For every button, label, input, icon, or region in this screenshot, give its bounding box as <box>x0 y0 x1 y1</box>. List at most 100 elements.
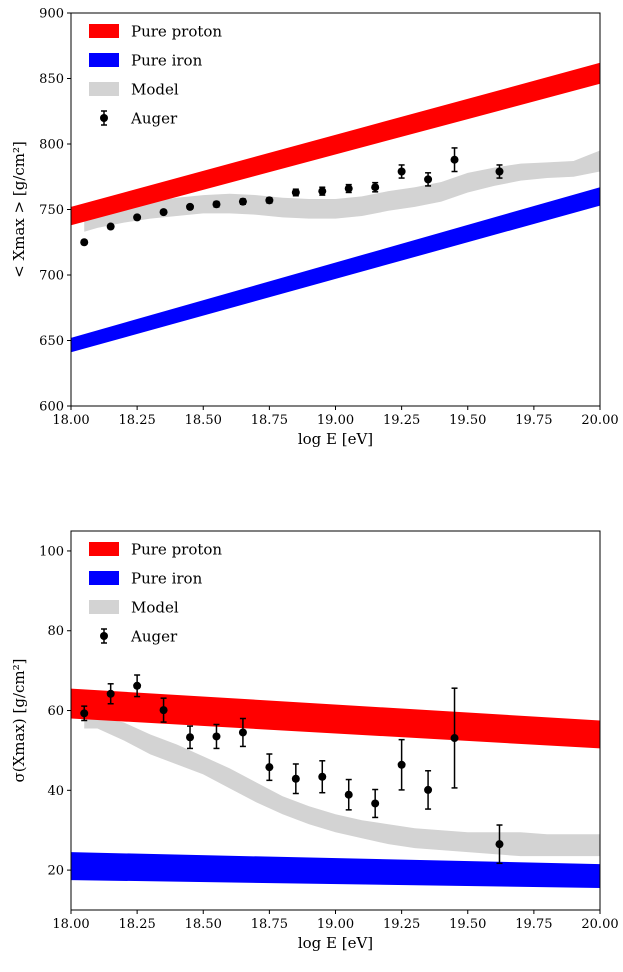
mean-xmax-auger-marker <box>344 184 353 193</box>
sigma-xmax-auger-marker <box>424 785 433 794</box>
mean-xmax-auger-point <box>265 196 274 205</box>
mean-xmax-y-tick-label: 800 <box>39 138 64 153</box>
sigma-xmax-legend-pure-proton-label: Pure proton <box>131 541 222 559</box>
sigma-xmax-model-band <box>84 714 600 857</box>
mean-xmax-plot-area <box>71 62 600 353</box>
sigma-xmax-auger-point <box>238 717 247 748</box>
mean-xmax-auger-point <box>424 172 433 187</box>
sigma-xmax-x-tick-label: 18.75 <box>251 917 288 932</box>
sigma-xmax-auger-point <box>186 725 195 750</box>
sigma-xmax-x-tick-label: 19.25 <box>383 917 420 932</box>
sigma-xmax-pure-iron-band <box>71 852 600 889</box>
sigma-xmax-x-tick-label: 19.75 <box>515 917 552 932</box>
sigma-xmax-auger-point <box>159 697 168 723</box>
mean-xmax-x-axis-label: log E [eV] <box>298 430 373 448</box>
mean-xmax-x-tick-label: 19.25 <box>383 413 420 428</box>
mean-xmax-x-tick-label: 18.00 <box>52 413 89 428</box>
mean-xmax-auger-point <box>212 200 221 209</box>
sigma-xmax-x-tick-label: 18.25 <box>119 917 156 932</box>
mean-xmax-auger-marker <box>397 167 406 176</box>
mean-xmax-legend-model-swatch <box>89 82 119 96</box>
mean-xmax-auger-point <box>159 208 168 217</box>
sigma-xmax-auger-marker <box>133 681 142 690</box>
sigma-xmax-legend-pure-iron-swatch <box>89 571 119 585</box>
sigma-xmax-auger-marker <box>186 733 195 742</box>
mean-xmax-x-tick-label: 18.50 <box>185 413 222 428</box>
sigma-xmax-x-tick-label: 20.00 <box>581 917 618 932</box>
mean-xmax-legend-model-label: Model <box>131 81 179 99</box>
mean-xmax-auger-point <box>450 147 459 173</box>
mean-xmax-y-ticks: 600 650 700 750 800 850 900 <box>39 7 71 415</box>
mean-xmax-x-tick-label: 20.00 <box>581 413 618 428</box>
sigma-xmax-auger-point <box>424 770 433 810</box>
sigma-xmax-auger-point <box>291 763 300 795</box>
mean-xmax-y-tick-label: 900 <box>39 7 64 22</box>
mean-xmax-auger-point <box>397 164 406 179</box>
sigma-xmax-legend-pure-proton-swatch <box>89 542 119 556</box>
sigma-xmax-y-tick-label: 80 <box>47 624 64 639</box>
mean-xmax-auger-point <box>371 181 380 193</box>
mean-xmax-legend: Pure proton Pure iron Model Auger <box>89 23 222 128</box>
mean-xmax-pure-iron-band <box>71 187 600 353</box>
mean-xmax-legend-pure-iron-swatch <box>89 53 119 67</box>
mean-xmax-legend-auger-label: Auger <box>130 110 178 128</box>
sigma-xmax-auger-marker <box>159 706 168 715</box>
mean-xmax-auger-point <box>133 213 142 222</box>
sigma-xmax-auger-marker <box>450 734 459 743</box>
sigma-xmax-x-tick-label: 19.00 <box>317 917 354 932</box>
sigma-xmax-auger-marker <box>212 732 221 741</box>
mean-xmax-auger-marker <box>265 196 274 205</box>
sigma-xmax-y-axis-label: σ(Xmax) [g/cm²] <box>10 658 28 782</box>
mean-xmax-auger-marker <box>318 187 327 196</box>
sigma-xmax-auger-marker <box>291 774 300 783</box>
sigma-xmax-auger-marker <box>344 790 353 799</box>
sigma-xmax-auger-point <box>397 738 406 791</box>
sigma-xmax-y-tick-label: 60 <box>47 704 64 719</box>
sigma-xmax-auger-marker <box>106 689 115 698</box>
mean-xmax-auger-marker <box>186 202 195 211</box>
mean-xmax-legend-pure-iron-label: Pure iron <box>131 52 203 70</box>
mean-xmax-x-tick-label: 18.25 <box>119 413 156 428</box>
sigma-xmax-auger-point <box>450 687 459 789</box>
mean-xmax-x-tick-label: 19.00 <box>317 413 354 428</box>
mean-xmax-auger-point <box>495 164 504 179</box>
sigma-xmax-auger-marker <box>265 763 274 772</box>
sigma-xmax-auger-marker <box>238 728 247 737</box>
mean-xmax-x-tick-label: 18.75 <box>251 413 288 428</box>
mean-xmax-auger-marker <box>212 200 221 209</box>
mean-xmax-y-tick-label: 650 <box>39 334 64 349</box>
sigma-xmax-legend-auger-marker <box>100 632 108 640</box>
mean-xmax-model-band <box>84 150 600 232</box>
sigma-xmax-auger-marker <box>495 840 504 849</box>
mean-xmax-pure-proton-band <box>71 62 600 226</box>
sigma-xmax-auger-marker <box>80 709 89 718</box>
mean-xmax-auger-marker <box>450 155 459 164</box>
mean-xmax-x-tick-label: 19.50 <box>449 413 486 428</box>
sigma-xmax-legend-model-label: Model <box>131 599 179 617</box>
sigma-xmax-pure-proton-band <box>71 688 600 749</box>
mean-xmax-y-tick-label: 600 <box>39 400 64 415</box>
mean-xmax-auger-point <box>318 186 327 196</box>
sigma-xmax-x-axis-label: log E [eV] <box>298 934 373 952</box>
mean-xmax-x-ticks: 18.00 18.25 18.50 18.75 19.00 19.25 19.50 19.75… <box>52 406 619 428</box>
mean-xmax-auger-point <box>291 188 300 197</box>
sigma-xmax-x-tick-label: 19.50 <box>449 917 486 932</box>
sigma-xmax-auger-marker <box>371 799 380 808</box>
mean-xmax-auger-marker <box>238 197 247 206</box>
mean-xmax-auger-marker <box>80 238 89 247</box>
sigma-xmax-auger-point <box>80 705 89 722</box>
mean-xmax-legend-pure-proton-label: Pure proton <box>131 23 222 41</box>
mean-xmax-auger-marker <box>106 222 115 231</box>
sigma-xmax-legend-auger-label: Auger <box>130 628 178 646</box>
sigma-xmax-y-tick-label: 100 <box>39 544 64 559</box>
mean-xmax-y-tick-label: 700 <box>39 269 64 284</box>
sigma-xmax-panel: 18.00 18.25 18.50 18.75 19.00 19.25 19.50 19.75… <box>10 530 619 952</box>
mean-xmax-legend-pure-proton-swatch <box>89 24 119 38</box>
sigma-xmax-auger-marker <box>318 772 327 781</box>
sigma-xmax-auger-point <box>106 683 115 705</box>
mean-xmax-auger-point <box>80 238 89 247</box>
sigma-xmax-x-tick-label: 18.00 <box>52 917 89 932</box>
sigma-xmax-auger-marker <box>397 760 406 769</box>
sigma-xmax-auger-point <box>265 753 274 782</box>
sigma-xmax-legend-pure-iron-label: Pure iron <box>131 570 203 588</box>
